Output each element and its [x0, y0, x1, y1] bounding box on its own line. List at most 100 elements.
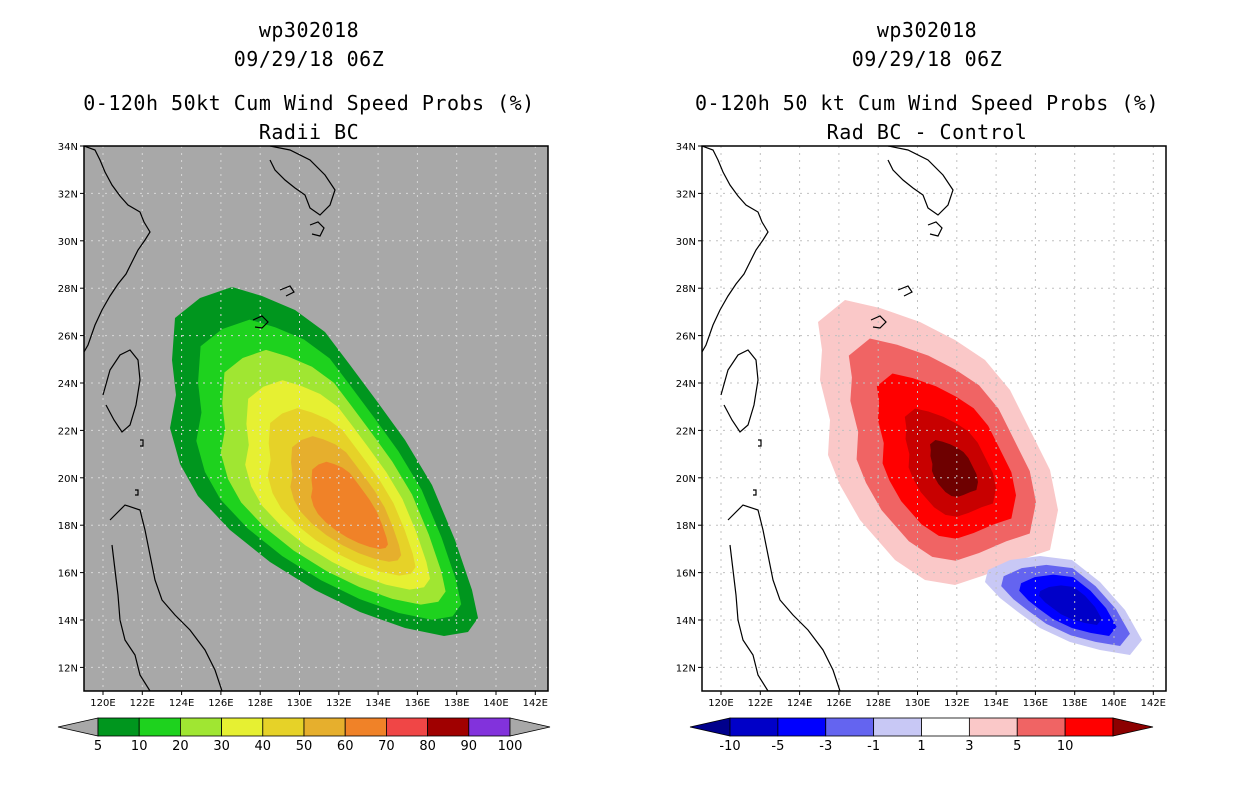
init-time: 09/29/18 06Z — [233, 47, 385, 71]
lon-label: 130E — [287, 698, 312, 709]
colorbar-segment — [179, 717, 222, 737]
lat-label: 26N — [676, 332, 696, 343]
lat-label: 14N — [676, 616, 696, 627]
lat-label: 14N — [58, 616, 78, 627]
lon-label: 142E — [523, 698, 548, 709]
colorbar-label: 10 — [131, 739, 148, 754]
colorbar-segment — [138, 717, 181, 737]
lat-label: 32N — [58, 189, 78, 200]
map-content — [702, 146, 1166, 691]
lon-label: 132E — [944, 698, 969, 709]
diff-negative-contour — [1039, 585, 1102, 625]
colorbar-segment — [385, 717, 428, 737]
lat-label: 20N — [58, 474, 78, 485]
colorbar-segment — [729, 717, 779, 737]
colorbar-segment — [921, 717, 970, 737]
colorbar-label: -10 — [719, 739, 740, 754]
colorbar-label: 40 — [255, 739, 272, 754]
colorbar-segment — [221, 717, 264, 737]
colorbar-segment — [468, 717, 511, 737]
left-map-svg: 34N 32N 30N 28N 26N 24N 22N 20N 18N 16N 14N 12N 120E… — [57, 142, 551, 754]
coastline — [140, 439, 144, 447]
lat-label: 30N — [676, 237, 696, 248]
lon-label: 120E — [90, 698, 115, 709]
colorbar-segment — [303, 717, 346, 737]
left-map-panel: wp302018 09/29/18 06Z 0-120h 50kt Cum Wi… — [57, 18, 551, 754]
coastline — [758, 439, 762, 447]
coastline — [135, 489, 139, 496]
lon-label: 140E — [1101, 698, 1126, 709]
lon-label: 138E — [444, 698, 469, 709]
lat-label: 24N — [58, 379, 78, 390]
lon-label: 124E — [787, 698, 812, 709]
coastline — [753, 489, 757, 496]
lon-label: 142E — [1141, 698, 1166, 709]
colorbar-segment — [1064, 717, 1114, 737]
lon-label: 122E — [130, 698, 155, 709]
prob-contour — [311, 461, 388, 549]
colorbar-label: 80 — [419, 739, 436, 754]
coastline — [927, 221, 943, 237]
colorbar-segment — [262, 717, 305, 737]
colorbar-label: 50 — [296, 739, 313, 754]
colorbar-segment — [344, 717, 387, 737]
lat-label: 28N — [676, 284, 696, 295]
coastline — [269, 146, 336, 216]
colorbar-segment — [1016, 717, 1066, 737]
lat-label: 32N — [676, 189, 696, 200]
lon-label: 124E — [169, 698, 194, 709]
colorbar-label: 90 — [461, 739, 478, 754]
colorbar-label: 3 — [965, 739, 973, 754]
lon-label: 132E — [326, 698, 351, 709]
lat-label: 34N — [676, 142, 696, 153]
right-map-svg: 34N 32N 30N 28N 26N 24N 22N 20N 18N 16N 14N 12N 120E… — [676, 142, 1167, 754]
coastline — [720, 349, 759, 433]
colorbar-segment — [825, 717, 875, 737]
lat-label: 34N — [58, 142, 78, 153]
colorbar-label: 30 — [213, 739, 230, 754]
storm-id: wp302018 — [258, 18, 360, 42]
coastline — [897, 285, 913, 297]
colorbar-segment — [873, 717, 922, 737]
colorbar-label: -3 — [819, 739, 832, 754]
lon-label: 136E — [405, 698, 430, 709]
colorbar-right-arrow — [1112, 717, 1154, 737]
coastline — [84, 146, 151, 353]
colorbar-label: -1 — [867, 739, 880, 754]
lat-label: 16N — [58, 569, 78, 580]
colorbar-segment — [777, 717, 827, 737]
colorbar-left-arrow — [57, 717, 99, 737]
diff-positive-contour — [930, 440, 978, 497]
map-frame — [83, 145, 549, 692]
coastline — [102, 349, 141, 433]
coastline — [727, 504, 841, 691]
right-map-panel: wp302018 09/29/18 06Z 0-120h 50 kt Cum W… — [618, 0, 1236, 800]
coastline — [870, 315, 887, 329]
colorbar-segment — [427, 717, 470, 737]
lon-label: 128E — [247, 698, 272, 709]
lat-label: 12N — [676, 663, 696, 674]
map-frame — [701, 145, 1167, 692]
lon-label: 134E — [983, 698, 1008, 709]
lat-label: 22N — [58, 426, 78, 437]
coastline — [887, 146, 954, 216]
lat-label: 18N — [676, 521, 696, 532]
lat-label: 28N — [58, 284, 78, 295]
map-subtitle: Radii BC — [258, 120, 360, 144]
lat-label: 18N — [58, 521, 78, 532]
lon-label: 136E — [1023, 698, 1048, 709]
lat-label: 22N — [676, 426, 696, 437]
map-title: 0-120h 50 kt Cum Wind Speed Probs (%) — [694, 91, 1160, 115]
coastline — [252, 315, 269, 329]
lon-label: 126E — [826, 698, 851, 709]
lat-label: 12N — [58, 663, 78, 674]
lat-label: 16N — [676, 569, 696, 580]
lon-label: 122E — [748, 698, 773, 709]
coastline — [702, 146, 769, 353]
colorbar-label: 20 — [172, 739, 189, 754]
map-subtitle: Rad BC - Control — [826, 120, 1028, 144]
colorbar-right-arrow — [509, 717, 551, 737]
colorbar-label: 10 — [1057, 739, 1074, 754]
colorbar-segment — [968, 717, 1018, 737]
storm-id: wp302018 — [876, 18, 978, 42]
